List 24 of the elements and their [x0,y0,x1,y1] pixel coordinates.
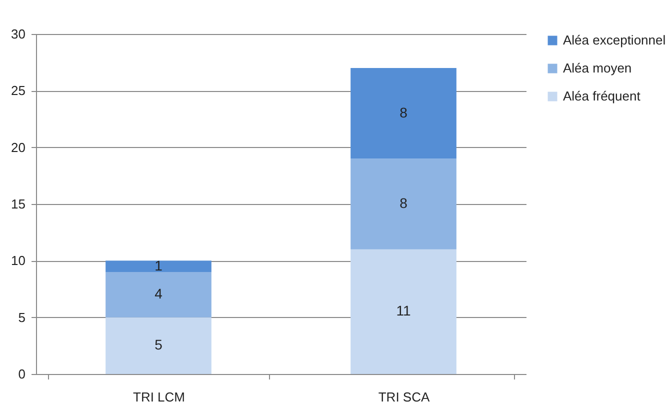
data-label: 1 [154,257,163,274]
bar [106,317,212,374]
bar [350,68,456,159]
data-label: 8 [400,195,408,211]
data-label: 5 [154,336,163,353]
legend-label: Aléa exceptionnel [563,32,666,48]
y-tick-label: 15 [11,196,26,212]
y-tick-label: 10 [11,253,26,268]
x-tick-label: TRI LCM [133,390,185,404]
y-tick-label: 20 [11,140,26,155]
bar [350,158,456,250]
x-tick-label: TRI SCA [378,390,430,404]
legend-label: Aléa moyen [563,60,632,76]
y-tick-label: 0 [18,366,26,382]
y-tick-label: 30 [11,26,26,42]
y-tick-label: 25 [11,83,26,98]
data-label: 4 [154,286,163,302]
bar [106,260,212,272]
legend-label: Aléa fréquent [563,88,641,104]
bar [106,272,212,318]
data-label: 11 [396,302,411,319]
data-label: 8 [400,104,408,120]
bar [350,249,456,374]
y-tick-label: 5 [18,310,26,325]
